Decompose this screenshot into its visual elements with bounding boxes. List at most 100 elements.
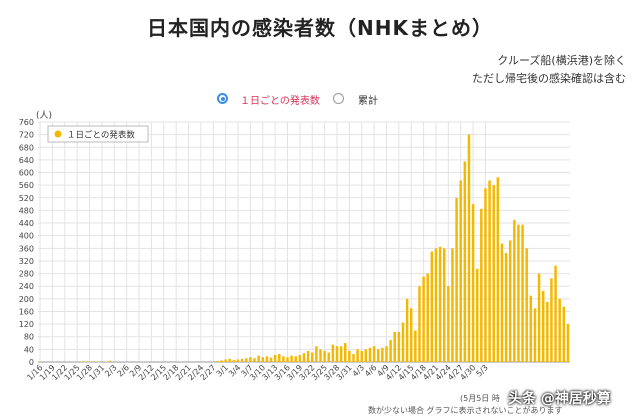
bar <box>261 357 264 362</box>
bar <box>451 248 454 362</box>
inclusion-note: ただし帰宅後の感染確認は含む <box>472 72 626 85</box>
bar <box>344 343 347 362</box>
bar <box>323 350 326 362</box>
y-tick-label: 240 <box>19 282 34 291</box>
bar <box>108 360 112 362</box>
bar <box>240 358 244 362</box>
bar <box>496 177 500 362</box>
y-tick-label: 560 <box>19 181 34 190</box>
footer-note: 数が少ない場合 グラフに表示されないことがあります <box>368 406 563 415</box>
bar <box>368 347 372 362</box>
bar <box>265 356 269 362</box>
y-tick-label: 160 <box>19 307 34 316</box>
y-tick-label: 200 <box>19 295 34 304</box>
bar <box>434 248 438 362</box>
bar <box>447 286 450 362</box>
y-axis-unit: (人) <box>36 111 53 121</box>
bar <box>319 349 322 362</box>
y-tick-label: 480 <box>19 206 34 215</box>
bar <box>224 359 227 362</box>
bar <box>500 243 504 362</box>
bar <box>554 265 557 362</box>
bar <box>480 208 483 362</box>
bar <box>442 248 446 362</box>
bar <box>529 295 533 362</box>
bar <box>467 134 471 362</box>
bar <box>253 358 256 362</box>
bar <box>566 324 570 362</box>
bar <box>537 273 541 362</box>
bar <box>521 224 524 362</box>
bar <box>430 251 434 362</box>
bar <box>232 360 236 362</box>
bar <box>533 308 537 362</box>
bar <box>405 298 409 362</box>
bar <box>397 332 401 362</box>
bar <box>364 349 368 362</box>
bar <box>393 332 396 362</box>
bar <box>558 298 561 362</box>
bar <box>84 361 87 362</box>
bar <box>352 354 355 362</box>
bar <box>327 352 330 362</box>
y-tick-label: 0 <box>29 358 34 367</box>
bar <box>459 180 462 362</box>
bar <box>216 361 219 362</box>
x-tick-label: 5/3 <box>474 363 489 378</box>
bar <box>286 357 289 362</box>
bar <box>513 219 516 362</box>
bar <box>381 347 384 362</box>
bar <box>426 273 429 362</box>
y-tick-label: 320 <box>19 257 34 266</box>
bar <box>409 308 413 362</box>
footer-date: (5月5日 時 <box>460 394 500 403</box>
y-tick-label: 720 <box>19 131 34 140</box>
radio-total-label[interactable]: 累計 <box>358 96 378 107</box>
bar <box>401 322 405 362</box>
bar <box>414 330 417 362</box>
y-tick-label: 680 <box>19 143 34 152</box>
y-tick-label: 40 <box>24 345 34 354</box>
bar <box>306 350 310 362</box>
bar <box>311 352 314 362</box>
bar <box>278 354 281 362</box>
bar <box>356 349 359 362</box>
bar <box>245 358 248 362</box>
bar <box>236 359 240 362</box>
y-tick-label: 760 <box>19 118 34 127</box>
chart-title: 日本国内の感染者数（NHKまとめ） <box>147 16 493 40</box>
bar <box>418 286 421 362</box>
bar <box>315 346 318 362</box>
y-tick-label: 520 <box>19 194 34 203</box>
y-tick-label: 400 <box>19 232 34 241</box>
y-tick-label: 360 <box>19 244 34 253</box>
view-toggle: １日ごとの発表数 累計 <box>0 92 640 108</box>
bar <box>389 339 392 362</box>
bar <box>455 197 458 362</box>
bar <box>475 268 479 362</box>
y-tick-label: 80 <box>24 333 34 342</box>
y-tick-label: 120 <box>19 320 34 329</box>
y-tick-label: 640 <box>19 156 34 165</box>
bar <box>541 290 545 362</box>
exclusion-note: クルーズ船(横浜港)を除く <box>497 54 626 67</box>
bar <box>348 350 351 362</box>
bar <box>488 180 491 362</box>
bar <box>249 357 252 362</box>
bar <box>298 355 302 362</box>
bar <box>546 302 549 362</box>
bar <box>550 278 553 362</box>
bar <box>504 253 508 362</box>
bar <box>360 350 363 362</box>
bar <box>294 356 297 362</box>
radio-daily[interactable] <box>217 93 228 104</box>
radio-daily-label[interactable]: １日ごとの発表数 <box>240 96 320 107</box>
bar <box>422 276 425 362</box>
radio-total[interactable] <box>333 93 344 104</box>
bar <box>385 346 388 362</box>
bar <box>290 355 293 362</box>
bar <box>257 355 260 362</box>
legend-label: １日ごとの発表数 <box>67 130 135 141</box>
bar <box>463 161 467 362</box>
bar <box>376 349 380 362</box>
